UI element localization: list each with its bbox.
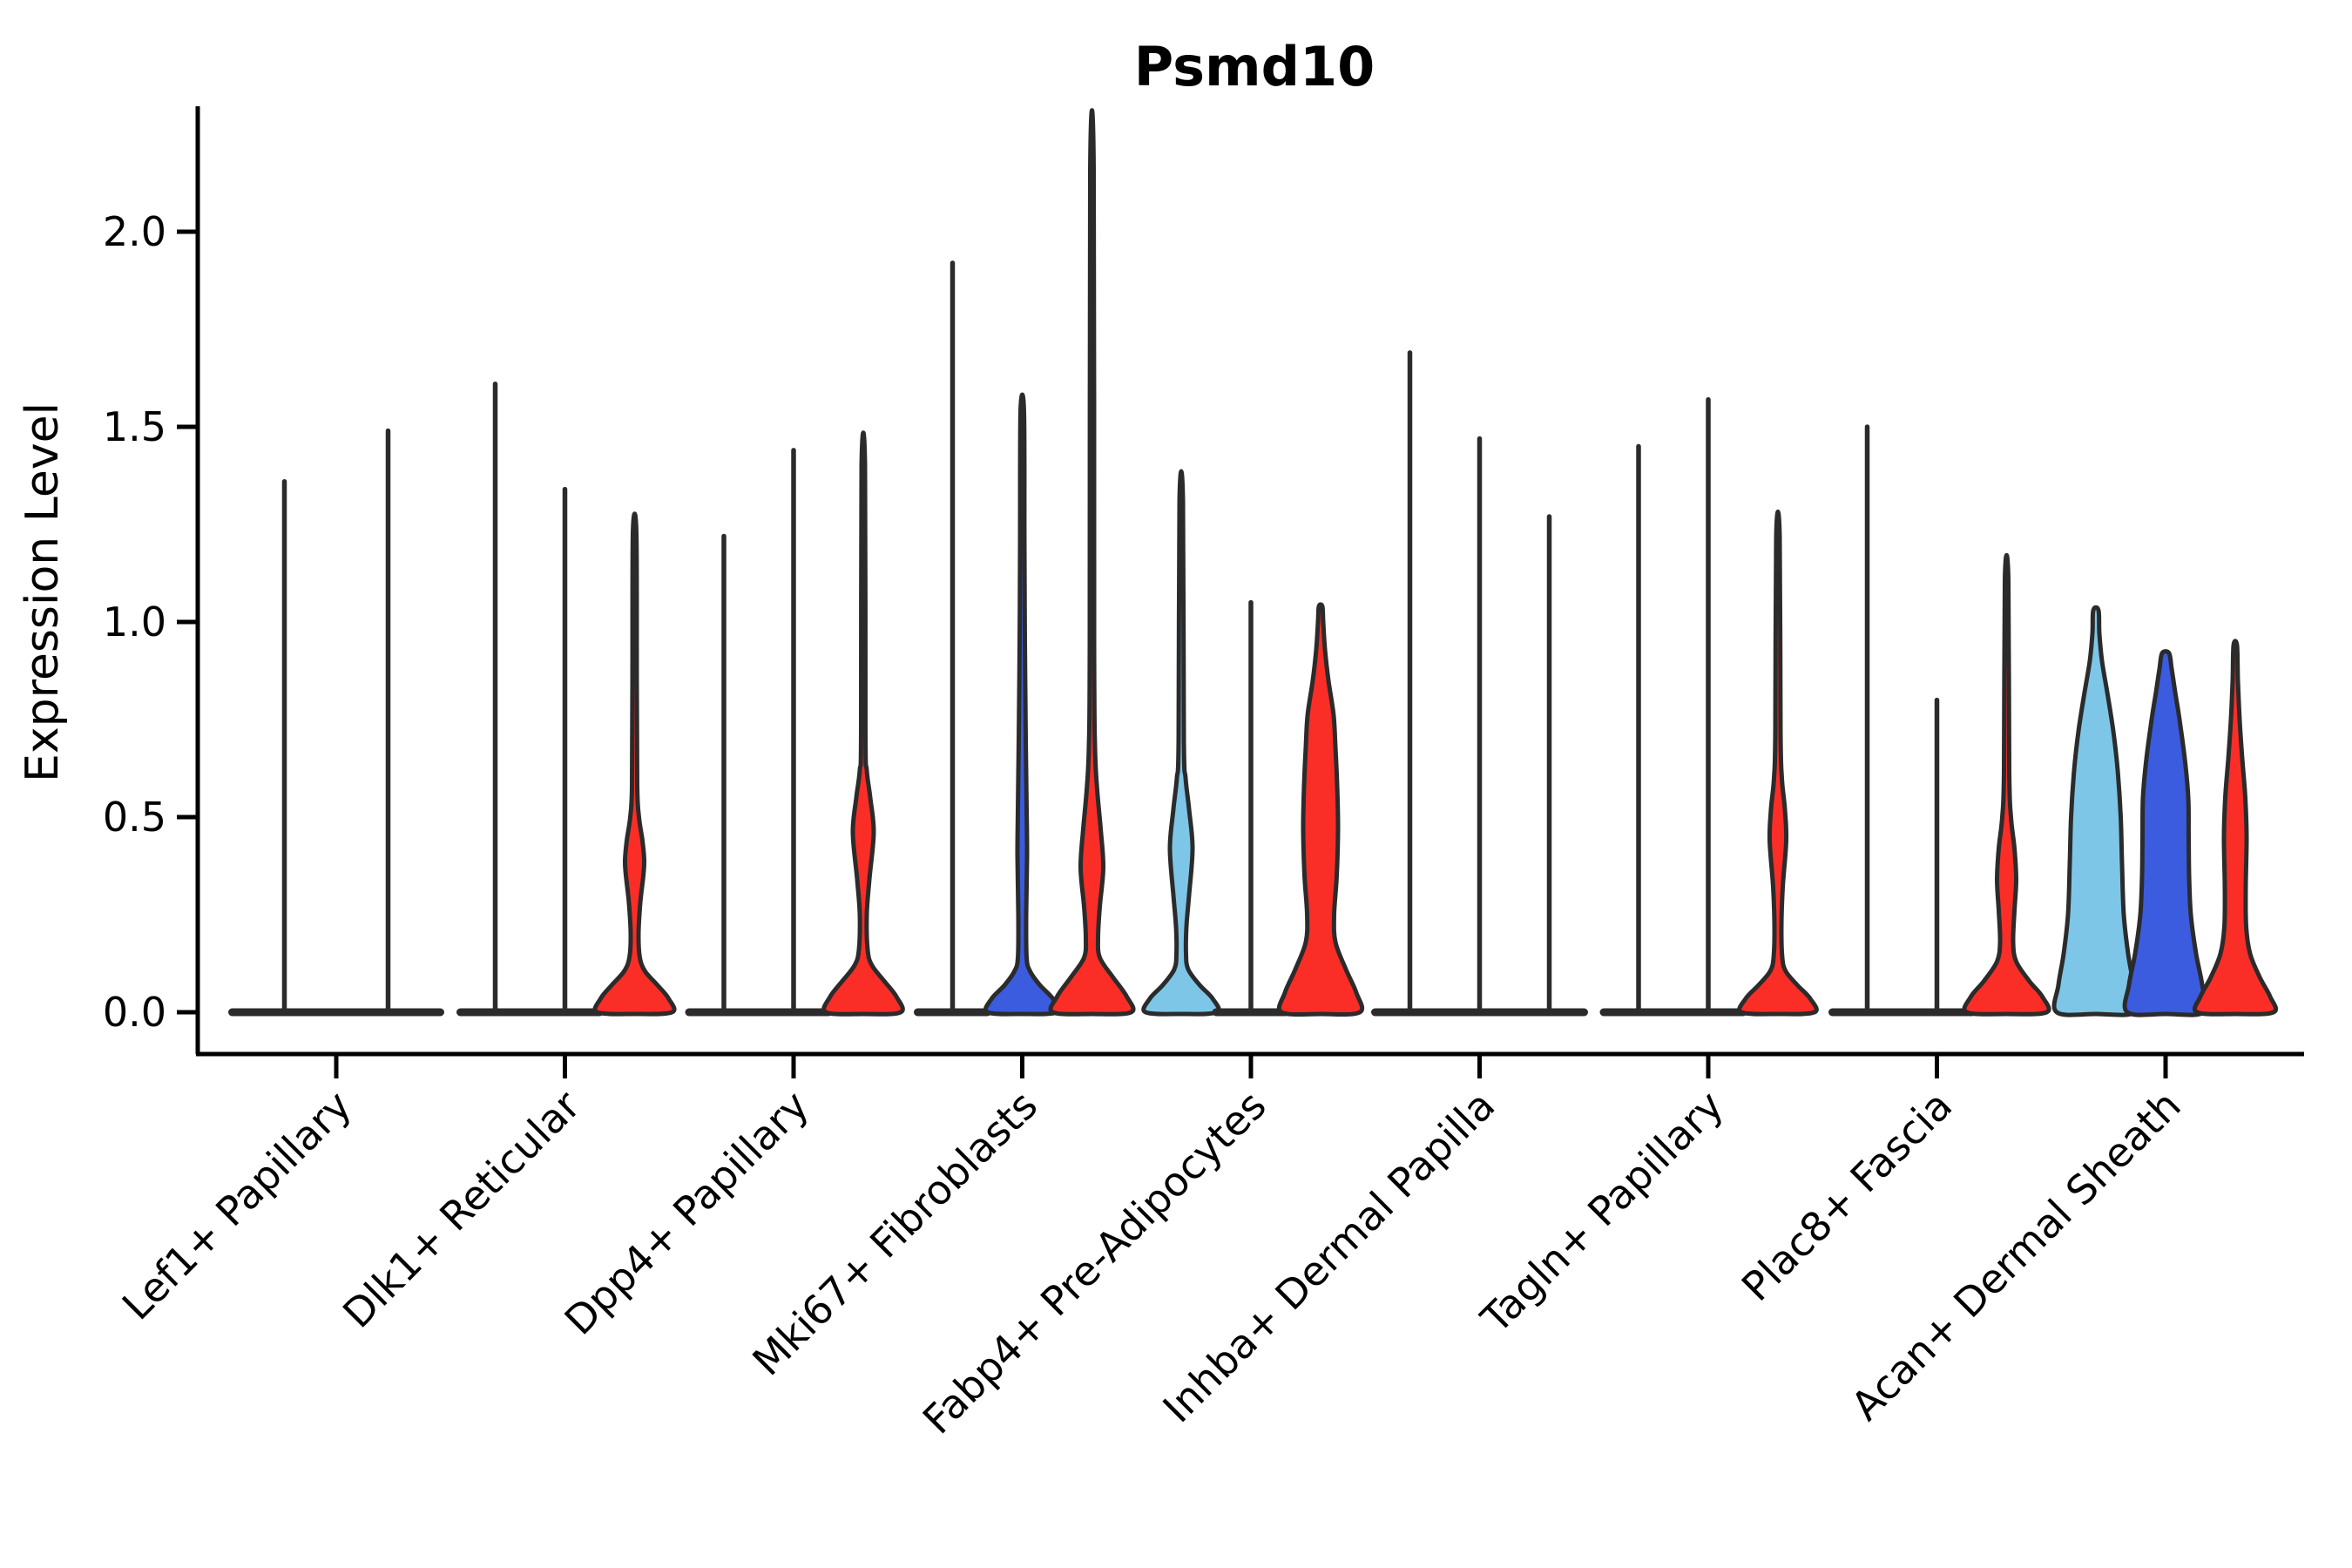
x-tick-label: Lef1+ Papillary	[113, 1082, 361, 1329]
violin-red	[1737, 510, 1819, 1017]
violin-skyblue	[2051, 605, 2140, 1017]
violin-red	[1276, 602, 1365, 1017]
y-axis-label: Expression Level	[17, 402, 69, 782]
y-tick-label: 0.5	[103, 794, 166, 841]
violin-skyblue	[1141, 469, 1221, 1017]
x-tick-label: Plac8+ Fascia	[1733, 1082, 1961, 1310]
violin-red	[1962, 553, 2051, 1017]
x-tick-label: Dpp4+ Papillary	[556, 1082, 818, 1344]
y-tick-label: 1.5	[103, 403, 166, 450]
violin-blue	[983, 392, 1062, 1017]
y-tick-label: 0.0	[103, 989, 166, 1036]
violin-series	[228, 108, 2279, 1017]
y-tick-label: 2.0	[103, 208, 166, 255]
violin-red	[821, 430, 905, 1017]
x-tick-label: Tagln+ Papillary	[1471, 1082, 1733, 1343]
violin-blue	[2122, 649, 2209, 1017]
x-tick-label: Dlk1+ Reticular	[334, 1082, 589, 1337]
violin-red	[592, 511, 677, 1017]
violin-red	[1048, 108, 1136, 1017]
violin-red	[2192, 639, 2279, 1017]
chart-title: Psmd10	[1134, 35, 1375, 98]
y-tick-label: 1.0	[103, 598, 166, 645]
